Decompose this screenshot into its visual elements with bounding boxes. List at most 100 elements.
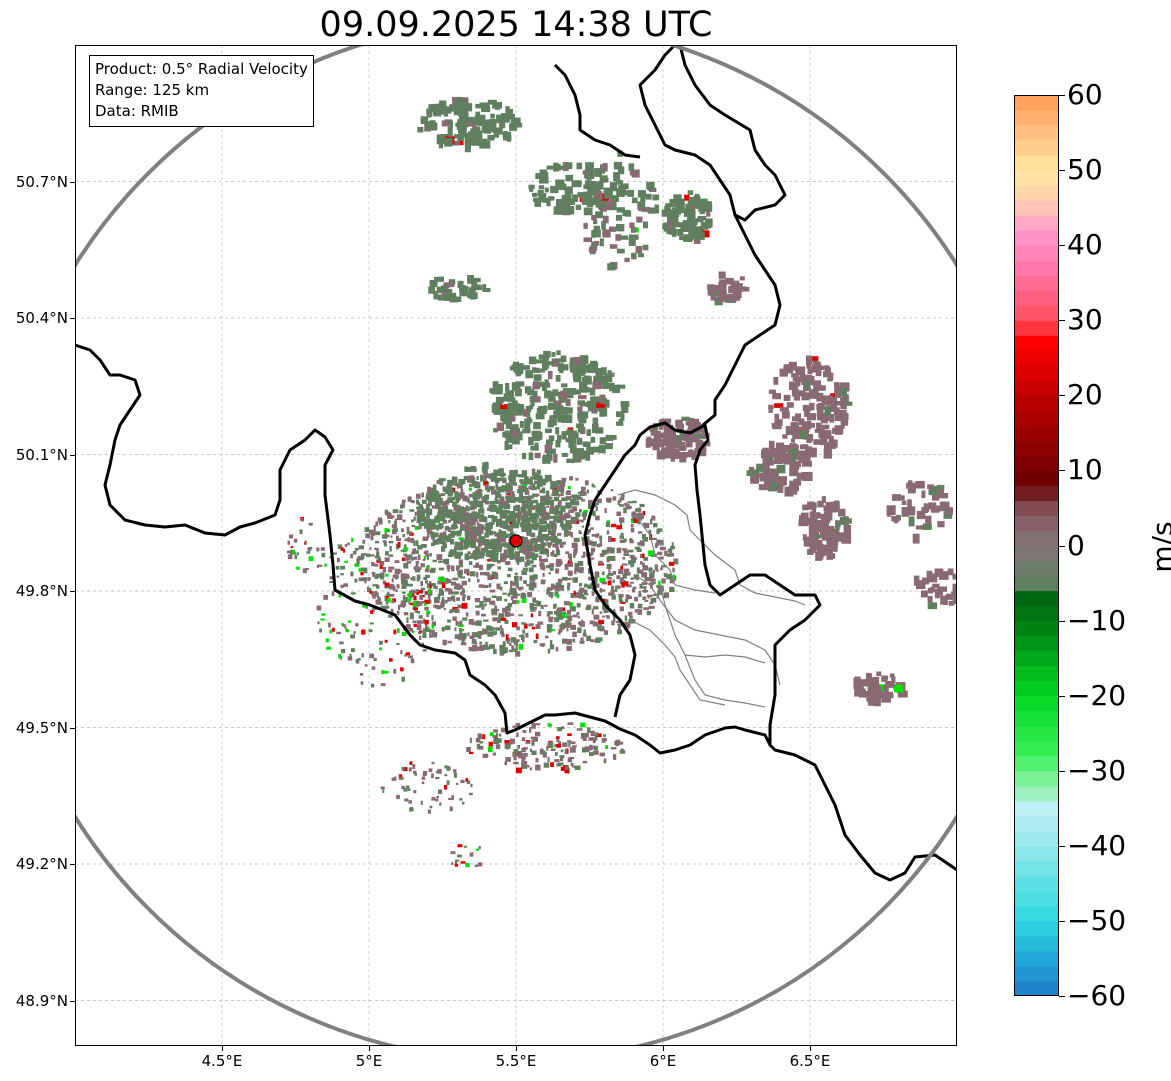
echo-cell bbox=[555, 427, 560, 435]
echo-cell bbox=[567, 570, 573, 576]
echo-cell bbox=[627, 611, 633, 616]
echo-cell bbox=[523, 753, 528, 757]
echo-cell bbox=[388, 615, 393, 618]
data-source-label: Data: RMIB bbox=[95, 102, 179, 120]
echo-cell bbox=[470, 534, 478, 541]
echo-cell bbox=[557, 578, 563, 583]
echo-cell bbox=[457, 571, 462, 578]
echo-cell bbox=[620, 532, 624, 536]
echo-cell bbox=[562, 541, 566, 545]
echo-cell bbox=[622, 573, 627, 579]
echo-cell bbox=[936, 484, 945, 490]
echo-cell bbox=[627, 501, 633, 504]
echo-cell bbox=[468, 514, 473, 519]
echo-cell bbox=[532, 493, 538, 498]
echo-cell bbox=[416, 499, 420, 505]
echo-cell bbox=[500, 650, 506, 654]
echo-cell bbox=[418, 615, 423, 619]
echo-cell bbox=[455, 782, 459, 785]
echo-cell bbox=[441, 582, 446, 589]
echo-cell bbox=[404, 654, 408, 657]
echo-cell bbox=[475, 548, 481, 555]
echo-cell bbox=[527, 591, 533, 598]
echo-cell bbox=[556, 486, 561, 492]
echo-cell bbox=[555, 504, 560, 510]
colorbar-segment bbox=[1014, 485, 1059, 501]
echo-cell bbox=[826, 546, 835, 552]
echo-cell bbox=[594, 734, 598, 741]
echo-cell bbox=[925, 515, 932, 525]
echo-cell bbox=[590, 436, 596, 443]
echo-cell bbox=[472, 467, 477, 472]
echo-cell bbox=[441, 492, 444, 496]
echo-cell bbox=[480, 547, 486, 552]
echo-cell bbox=[507, 602, 513, 607]
radar-site-marker[interactable] bbox=[509, 534, 523, 548]
echo-cell bbox=[448, 533, 455, 538]
echo-cell bbox=[468, 619, 474, 625]
echo-cell bbox=[577, 615, 580, 619]
echo-cell bbox=[493, 428, 498, 433]
echo-cell bbox=[637, 190, 647, 198]
echo-cell bbox=[568, 391, 574, 399]
echo-cell bbox=[470, 553, 474, 559]
echo-cell bbox=[567, 582, 571, 587]
echo-cell bbox=[407, 788, 411, 791]
echo-cell bbox=[830, 439, 836, 449]
echo-cell bbox=[783, 394, 791, 401]
echo-cell bbox=[463, 845, 467, 848]
echo-cell bbox=[521, 763, 524, 769]
echo-cell bbox=[458, 537, 464, 541]
echo-cell bbox=[495, 572, 499, 578]
echo-cell bbox=[790, 482, 799, 492]
echo-cell bbox=[371, 562, 375, 567]
echo-cell bbox=[560, 355, 567, 363]
echo-cell bbox=[323, 595, 328, 600]
echo-cell bbox=[607, 572, 614, 576]
radar-map[interactable] bbox=[75, 45, 957, 1046]
echo-cell bbox=[443, 486, 449, 492]
echo-cell bbox=[505, 390, 514, 399]
echo-cell bbox=[621, 563, 628, 566]
echo-cell bbox=[538, 185, 545, 190]
echo-cell bbox=[409, 612, 414, 617]
echo-cell bbox=[545, 635, 549, 639]
echo-cell bbox=[563, 407, 571, 414]
echo-cell bbox=[580, 491, 587, 496]
echo-cell bbox=[550, 503, 554, 510]
echo-cell bbox=[372, 609, 375, 613]
echo-cell bbox=[362, 553, 367, 556]
echo-cell bbox=[489, 530, 494, 536]
echo-cell bbox=[829, 413, 835, 423]
echo-cell bbox=[512, 440, 518, 445]
echo-cell bbox=[459, 507, 465, 514]
echo-cell bbox=[525, 495, 532, 502]
echo-cell bbox=[579, 640, 585, 644]
echo-cell bbox=[371, 683, 375, 688]
colorbar-tick-mark bbox=[1059, 996, 1065, 997]
echo-cell bbox=[510, 531, 514, 536]
echo-cell bbox=[488, 474, 492, 479]
echo-cell bbox=[444, 106, 452, 114]
echo-cell bbox=[589, 542, 593, 546]
echo-cell bbox=[655, 543, 660, 546]
echo-cell bbox=[447, 289, 453, 294]
echo-cell bbox=[535, 539, 538, 544]
echo-cell bbox=[803, 472, 813, 482]
echo-cell bbox=[535, 723, 541, 726]
echo-cell bbox=[776, 464, 786, 474]
echo-cell bbox=[821, 520, 829, 528]
echo-cell bbox=[347, 542, 350, 546]
echo-cell bbox=[546, 551, 549, 558]
echo-cell bbox=[612, 571, 616, 575]
echo-cell bbox=[563, 639, 568, 643]
echo-cell bbox=[630, 226, 636, 233]
echo-cell bbox=[624, 257, 630, 263]
echo-cell bbox=[619, 579, 624, 583]
echo-cell bbox=[495, 472, 501, 476]
echo-cell bbox=[641, 572, 648, 578]
echo-cell bbox=[483, 599, 488, 603]
echo-cell bbox=[400, 504, 404, 509]
echo-cell bbox=[608, 226, 617, 232]
longitude-tick-mark bbox=[369, 1046, 370, 1051]
